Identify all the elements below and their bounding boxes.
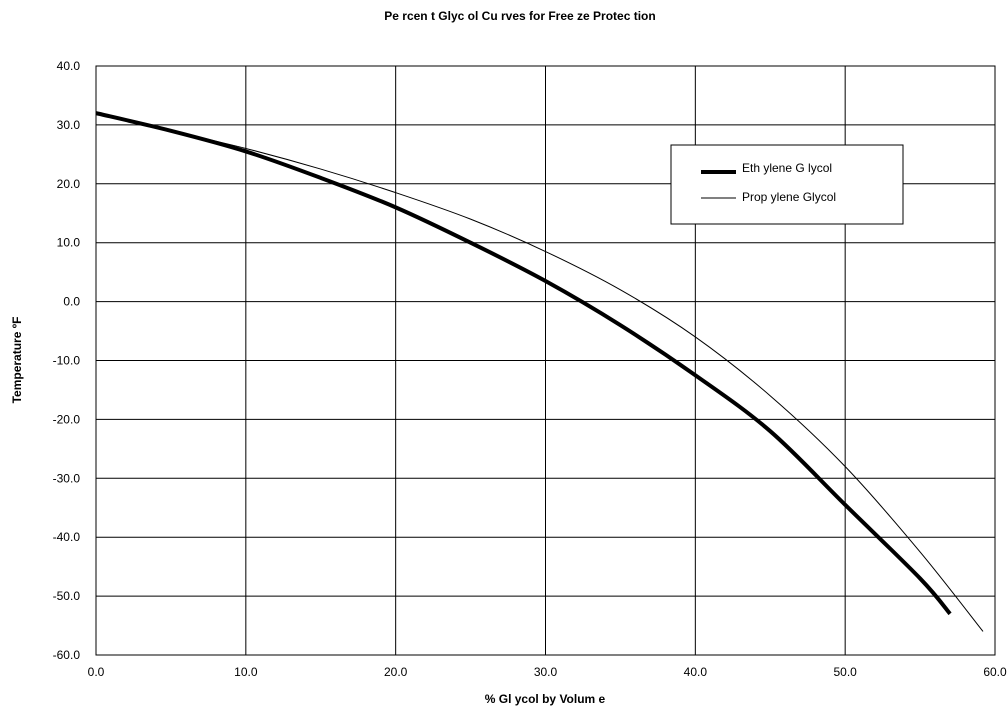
- y-tick-labels: 40.0 30.0 20.0 10.0 0.0 -10.0 -20.0 -30.0 -40.0 -…: [53, 59, 81, 662]
- y-tick-label: 0.0: [63, 295, 80, 309]
- series-line-ethylene-glycol: [95, 111, 952, 616]
- y-tick-label: -30.0: [53, 471, 81, 485]
- series-line-propylene-glycol: [95, 112, 984, 632]
- x-axis-label: % Gl ycol by Volum e: [485, 692, 606, 706]
- legend-label-ethylene: Eth ylene G lycol: [742, 161, 832, 175]
- y-tick-label: -10.0: [53, 354, 81, 368]
- y-tick-label: 30.0: [57, 118, 81, 132]
- x-tick-label: 30.0: [534, 665, 558, 679]
- plot-frame: [95, 65, 996, 656]
- y-tick-label: -50.0: [53, 589, 81, 603]
- y-tick-label: 10.0: [57, 236, 81, 250]
- y-tick-label: -60.0: [53, 648, 81, 662]
- chart-title: Pe rcen t Glyc ol Cu rves for Free ze Pr…: [384, 9, 655, 23]
- y-axis-label: Temperature ºF: [10, 317, 24, 404]
- x-tick-label: 60.0: [983, 665, 1007, 679]
- series-lines: [95, 111, 984, 632]
- x-tick-label: 20.0: [384, 665, 408, 679]
- x-tick-label: 10.0: [234, 665, 258, 679]
- x-tick-label: 0.0: [88, 665, 105, 679]
- x-tick-label: 50.0: [833, 665, 857, 679]
- legend-label-propylene: Prop ylene Glycol: [742, 190, 836, 204]
- x-tick-labels: 0.0 10.0 20.0 30.0 40.0 50.0 60.0: [88, 665, 1007, 679]
- y-tick-label: 20.0: [57, 177, 81, 191]
- x-tick-label: 40.0: [684, 665, 708, 679]
- y-tick-label: 40.0: [57, 59, 81, 73]
- y-tick-label: -40.0: [53, 530, 81, 544]
- y-tick-label: -20.0: [53, 412, 81, 426]
- legend: Eth ylene G lycol Prop ylene Glycol: [670, 144, 904, 225]
- legend-box: [670, 144, 904, 225]
